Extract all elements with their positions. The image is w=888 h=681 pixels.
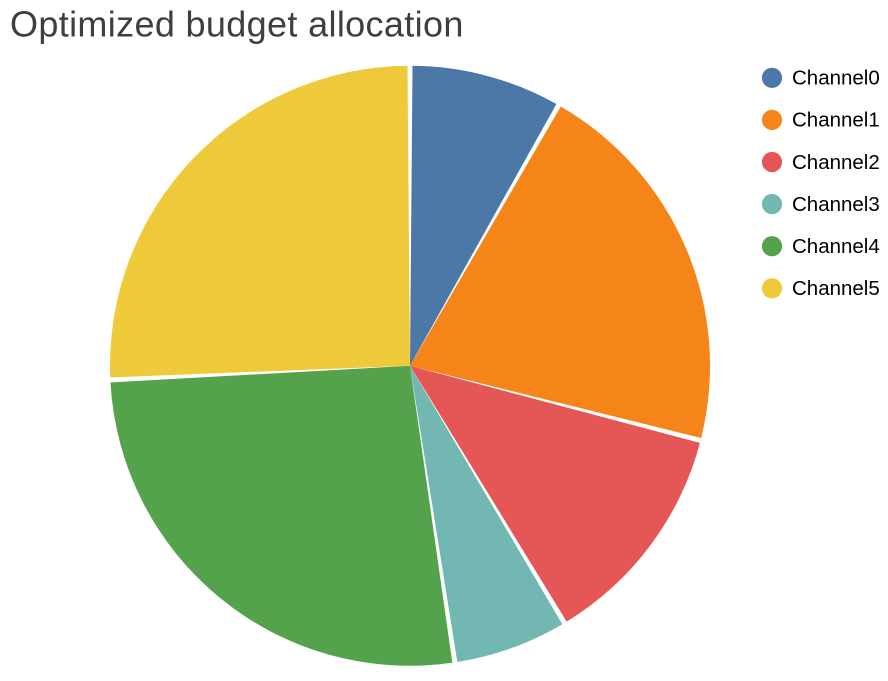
svg-text:Channel3: Channel3	[792, 193, 880, 216]
svg-text:Channel0: Channel0	[792, 67, 880, 90]
svg-text:Channel4: Channel4	[792, 235, 880, 258]
svg-text:Channel2: Channel2	[792, 151, 880, 174]
svg-text:Channel1: Channel1	[792, 109, 880, 132]
svg-text:Optimized budget allocation: Optimized budget allocation	[10, 4, 464, 45]
svg-text:Channel5: Channel5	[792, 277, 880, 300]
